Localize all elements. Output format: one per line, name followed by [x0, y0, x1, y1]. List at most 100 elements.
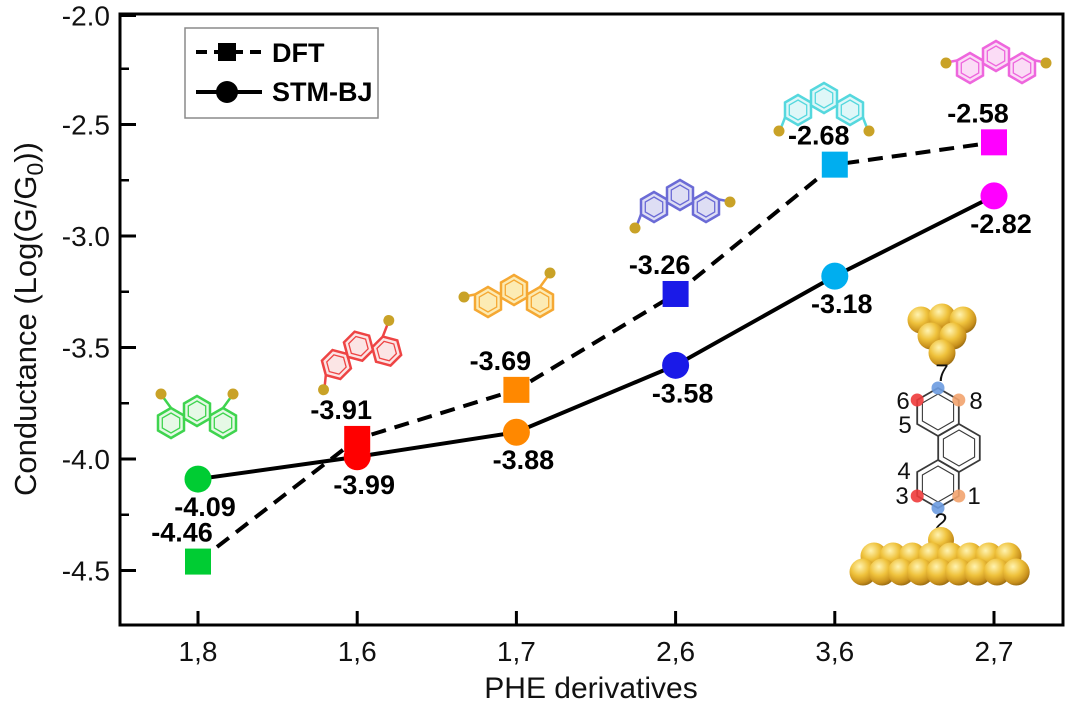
- stm-bj-value-label: -3.88: [493, 445, 555, 475]
- stm-bj-value-label: -4.09: [174, 492, 236, 522]
- site-dot-6: [910, 393, 924, 407]
- benzene-ring: [182, 394, 212, 428]
- aromatic-inner-ring: [187, 400, 207, 422]
- gold-bond: [538, 275, 550, 288]
- stm-bj-marker-3,6: [821, 262, 849, 290]
- aromatic-inner-ring: [504, 279, 524, 301]
- dft-value-label: -3.69: [470, 346, 532, 376]
- gold-sphere-icon: [906, 558, 934, 586]
- stm-bj-value-label: -3.18: [811, 289, 873, 319]
- y-tick-label: -4.0: [62, 444, 110, 475]
- site-dot-1: [952, 489, 966, 503]
- site-dot-7: [931, 381, 945, 395]
- y-tick-label: -4.5: [62, 556, 110, 587]
- aromatic-inner-ring: [960, 57, 980, 79]
- stm-bj-marker-1,8: [184, 465, 212, 493]
- legend-dft-label: DFT: [272, 38, 325, 68]
- site-number-5: 5: [898, 412, 911, 439]
- gold-sphere-icon: [926, 558, 954, 586]
- aromatic-inner-ring: [670, 184, 690, 206]
- skeleton-inner-ring: [942, 429, 976, 467]
- gold-tip-cluster: [907, 303, 977, 367]
- gold-atom-icon: [1040, 57, 1052, 69]
- stm-bj-marker-2,7: [980, 182, 1008, 210]
- y-tick-label: -3.0: [62, 221, 110, 252]
- gold-atom-icon: [155, 388, 167, 400]
- molecule-glyph-1,6: [318, 314, 403, 396]
- gold-atom-icon: [318, 384, 330, 396]
- dft-marker-2,7: [981, 129, 1007, 156]
- y-axis: -2.0 -2.5 -3.0 -3.5 -4.0 -4.5: [62, 1, 136, 587]
- gold-sphere-icon: [928, 339, 956, 367]
- benzene-ring: [809, 81, 839, 115]
- stm-bj-marker-1,7: [502, 418, 530, 446]
- stm-bj-value-label: -2.82: [970, 209, 1032, 239]
- gold-bond: [381, 323, 389, 338]
- gold-sphere-icon: [849, 558, 877, 586]
- stm-bj-marker-1,6: [343, 443, 371, 471]
- benzene-ring: [981, 39, 1011, 73]
- site-dot-3: [910, 489, 924, 503]
- dft-line: [196, 140, 995, 564]
- site-dot-2: [931, 501, 945, 515]
- benzene-ring: [499, 273, 529, 307]
- site-number-1: 1: [967, 483, 980, 510]
- gold-sphere-icon: [887, 558, 915, 586]
- gold-substrate-slab: [849, 527, 1030, 586]
- aromatic-inner-ring: [213, 412, 233, 434]
- y-tick-label: -3.5: [62, 333, 110, 364]
- aromatic-inner-ring: [1012, 57, 1032, 79]
- aromatic-inner-ring: [788, 99, 808, 121]
- gold-bond: [221, 396, 233, 409]
- x-tick-label: 3,6: [815, 636, 854, 667]
- site-number-4: 4: [897, 458, 910, 485]
- legend-dft-marker: [218, 43, 236, 61]
- gold-sphere-icon: [945, 558, 973, 586]
- plot-frame: [118, 12, 1065, 627]
- molecule-glyph-2,7: [940, 39, 1052, 85]
- aromatic-inner-ring: [696, 196, 716, 218]
- gold-atom-icon: [629, 222, 641, 234]
- x-tick-label: 2,6: [656, 636, 695, 667]
- stm-bj-value-label: -3.99: [333, 470, 395, 500]
- molecule-glyph-1,7: [458, 267, 556, 319]
- molecule-glyph-2,6: [629, 178, 736, 234]
- dft-value-label: -3.91: [310, 395, 372, 425]
- stm-bj-value-label: -3.58: [652, 378, 714, 408]
- aromatic-inner-ring: [814, 87, 834, 109]
- aromatic-inner-ring: [644, 196, 664, 218]
- x-tick-label: 1,7: [497, 636, 536, 667]
- benzene-ring: [665, 178, 695, 212]
- gold-sphere-icon: [868, 558, 896, 586]
- aromatic-inner-ring: [161, 412, 181, 434]
- gold-atom-icon: [863, 125, 875, 137]
- legend: DFT STM-BJ: [184, 27, 379, 119]
- x-axis-title: PHE derivatives: [484, 672, 697, 705]
- aromatic-inner-ring: [326, 354, 347, 375]
- dft-value-label: -4.46: [151, 518, 213, 548]
- site-number-3: 3: [895, 483, 908, 510]
- molecule-glyph-1,8: [155, 388, 239, 440]
- gold-atom-icon: [773, 125, 785, 137]
- legend-box: [184, 27, 379, 119]
- gold-atom-icon: [940, 57, 952, 69]
- dft-value-label: -2.58: [947, 98, 1009, 128]
- dft-marker-1,8: [185, 548, 211, 575]
- x-tick-label: 1,8: [179, 636, 218, 667]
- molecule-glyph-3,6: [773, 81, 875, 137]
- dft-marker-1,7: [503, 376, 530, 403]
- site-number-6: 6: [896, 388, 909, 415]
- stm-bj-marker-2,6: [662, 351, 690, 379]
- gold-atom-icon: [383, 314, 395, 326]
- site-dot-8: [952, 393, 966, 407]
- gold-sphere-icon: [1002, 558, 1030, 586]
- aromatic-inner-ring: [478, 291, 498, 313]
- site-number-7: 7: [935, 360, 948, 387]
- gold-atom-icon: [724, 196, 736, 208]
- y-tick-label: -2.0: [62, 1, 110, 32]
- dft-value-label: -3.26: [629, 250, 691, 280]
- stm-bj-line: [197, 194, 995, 482]
- x-tick-label: 1,6: [338, 636, 377, 667]
